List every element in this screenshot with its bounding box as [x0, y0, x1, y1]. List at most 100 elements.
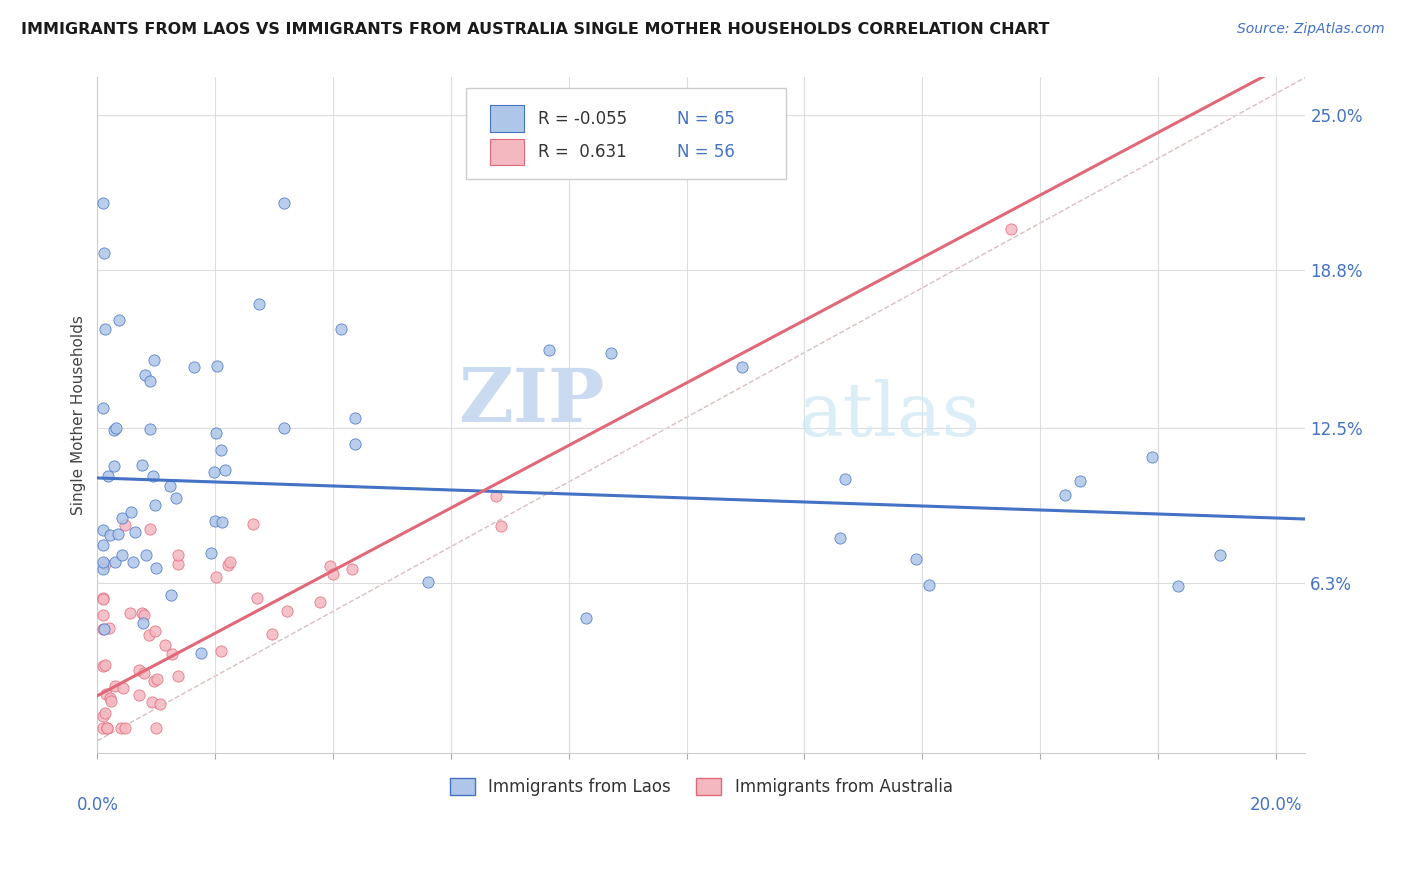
Point	[159, 479, 181, 493]
Legend: Immigrants from Laos, Immigrants from Australia: Immigrants from Laos, Immigrants from Au…	[443, 771, 959, 803]
Point	[97, 468, 120, 483]
Point	[731, 360, 754, 375]
Bar	[489, 105, 524, 131]
Point	[143, 673, 166, 688]
Point	[153, 638, 176, 652]
Point	[91, 591, 114, 605]
Point	[219, 556, 242, 570]
Point	[120, 606, 142, 620]
Point	[138, 627, 160, 641]
Point	[202, 465, 225, 479]
Point	[120, 505, 142, 519]
Point	[166, 557, 188, 571]
Point	[132, 616, 155, 631]
Point	[114, 518, 136, 533]
Point	[107, 527, 129, 541]
Point	[600, 345, 623, 359]
Point	[91, 708, 114, 723]
Point	[1053, 488, 1076, 502]
Point	[139, 422, 162, 436]
Point	[211, 644, 233, 658]
Point	[143, 624, 166, 639]
Point	[190, 646, 212, 660]
FancyBboxPatch shape	[465, 87, 786, 178]
Point	[273, 421, 295, 435]
Point	[276, 604, 298, 618]
Point	[124, 524, 146, 539]
Point	[91, 721, 114, 735]
Point	[93, 245, 115, 260]
Point	[128, 663, 150, 677]
Point	[491, 519, 513, 533]
Point	[205, 425, 228, 440]
Point	[416, 575, 439, 590]
Point	[205, 570, 228, 584]
Point	[340, 561, 363, 575]
Point	[159, 588, 181, 602]
Point	[1000, 222, 1022, 236]
Point	[828, 531, 851, 545]
Point	[247, 297, 270, 311]
Point	[209, 443, 232, 458]
Point	[538, 343, 561, 357]
Point	[111, 681, 134, 695]
Point	[217, 558, 239, 573]
Point	[103, 423, 125, 437]
Text: N = 56: N = 56	[678, 144, 735, 161]
Point	[98, 621, 121, 635]
Text: atlas: atlas	[799, 379, 980, 452]
Point	[319, 558, 342, 573]
Point	[91, 555, 114, 569]
Point	[105, 421, 128, 435]
Point	[110, 721, 132, 735]
Point	[145, 721, 167, 735]
Point	[100, 691, 122, 706]
Point	[1167, 579, 1189, 593]
Point	[139, 374, 162, 388]
Y-axis label: Single Mother Households: Single Mother Households	[72, 316, 86, 516]
Point	[94, 706, 117, 720]
Point	[245, 591, 267, 605]
Point	[1069, 474, 1091, 488]
Point	[167, 548, 190, 562]
Point	[128, 688, 150, 702]
Point	[141, 695, 163, 709]
Text: IMMIGRANTS FROM LAOS VS IMMIGRANTS FROM AUSTRALIA SINGLE MOTHER HOUSEHOLDS CORRE: IMMIGRANTS FROM LAOS VS IMMIGRANTS FROM …	[21, 22, 1050, 37]
Point	[204, 514, 226, 528]
Point	[108, 312, 131, 326]
Point	[91, 622, 114, 636]
Point	[104, 555, 127, 569]
Point	[103, 458, 125, 473]
Point	[91, 592, 114, 607]
Point	[94, 657, 117, 672]
Point	[149, 697, 172, 711]
Point	[104, 679, 127, 693]
Point	[143, 352, 166, 367]
Point	[183, 359, 205, 374]
Point	[93, 622, 115, 636]
Point	[143, 498, 166, 512]
Point	[145, 561, 167, 575]
Point	[145, 673, 167, 687]
Point	[214, 463, 236, 477]
Point	[132, 608, 155, 623]
Point	[162, 648, 184, 662]
Point	[139, 522, 162, 536]
Point	[205, 359, 228, 374]
Point	[242, 517, 264, 532]
Point	[200, 546, 222, 560]
Point	[905, 552, 928, 566]
Point	[1209, 548, 1232, 562]
Text: Source: ZipAtlas.com: Source: ZipAtlas.com	[1237, 22, 1385, 37]
Point	[111, 510, 134, 524]
Point	[91, 195, 114, 210]
Point	[575, 610, 598, 624]
Text: R =  0.631: R = 0.631	[538, 144, 627, 161]
Point	[167, 669, 190, 683]
Point	[93, 558, 115, 572]
Text: N = 65: N = 65	[678, 110, 735, 128]
Point	[485, 490, 508, 504]
Text: ZIP: ZIP	[458, 366, 605, 438]
Point	[100, 694, 122, 708]
Point	[114, 721, 136, 735]
